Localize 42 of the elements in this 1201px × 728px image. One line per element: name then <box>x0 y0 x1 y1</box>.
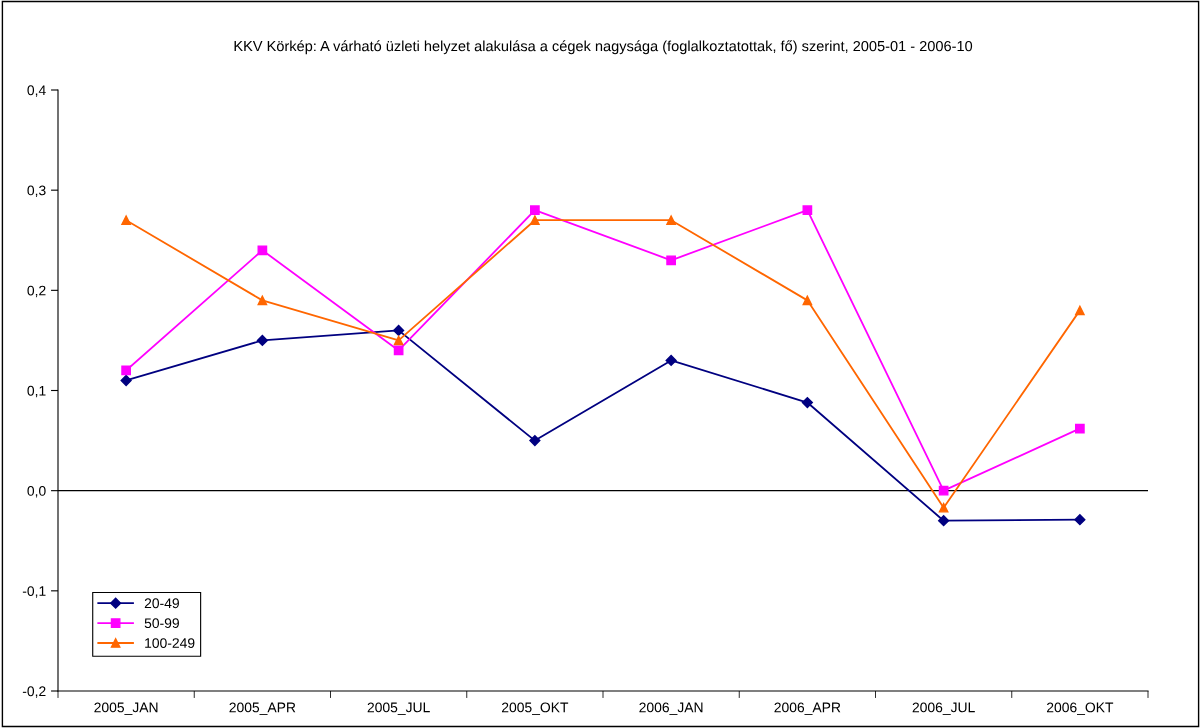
legend-label: 20-49 <box>144 598 179 609</box>
x-tick-label: 2006_APR <box>774 702 841 715</box>
point <box>1075 305 1085 316</box>
point <box>802 205 813 216</box>
point <box>1074 514 1086 526</box>
point <box>665 354 677 367</box>
point <box>666 215 676 226</box>
x-tick-label: 2005_JUL <box>367 702 430 715</box>
x-tick-label: 2006_OKT <box>1046 702 1114 715</box>
x-tick-label: 2006_JUL <box>912 702 975 715</box>
y-tick-label: 0,0 <box>27 486 46 498</box>
point <box>801 396 813 409</box>
y-tick-label: 0,3 <box>27 185 46 197</box>
y-tick-label: -0,1 <box>22 586 46 598</box>
point <box>938 515 950 527</box>
point <box>938 485 949 496</box>
point <box>1075 423 1085 434</box>
y-tick-label: 0,4 <box>27 85 46 97</box>
point <box>938 502 949 513</box>
point <box>393 335 404 346</box>
x-tick-label: 2005_OKT <box>501 702 569 715</box>
point <box>529 434 541 447</box>
legend-label: 50-99 <box>144 618 179 629</box>
x-tick-label: 2005_JAN <box>94 702 158 715</box>
x-tick-label: 2005_APR <box>229 702 296 715</box>
y-tick-label: -0,2 <box>22 686 46 698</box>
point <box>121 215 131 226</box>
x-tick-label: 2006_JAN <box>639 702 703 715</box>
point <box>121 365 131 376</box>
point <box>257 245 268 256</box>
point <box>666 255 676 266</box>
point <box>120 374 132 387</box>
point <box>530 215 540 226</box>
point <box>802 295 813 306</box>
point <box>530 205 540 216</box>
point <box>393 324 405 337</box>
y-tick-label: 0,2 <box>27 285 46 298</box>
point <box>257 295 268 306</box>
chart-title: KKV Körkép: A várható üzleti helyzet alakulása a cégek nagysága (foglalkoztatottak, fő) szerint, 2005-01 - 2006-10 <box>234 40 973 55</box>
y-tick-label: 0,1 <box>27 385 46 398</box>
legend-label: 100-249 <box>145 638 195 648</box>
point <box>256 334 268 347</box>
